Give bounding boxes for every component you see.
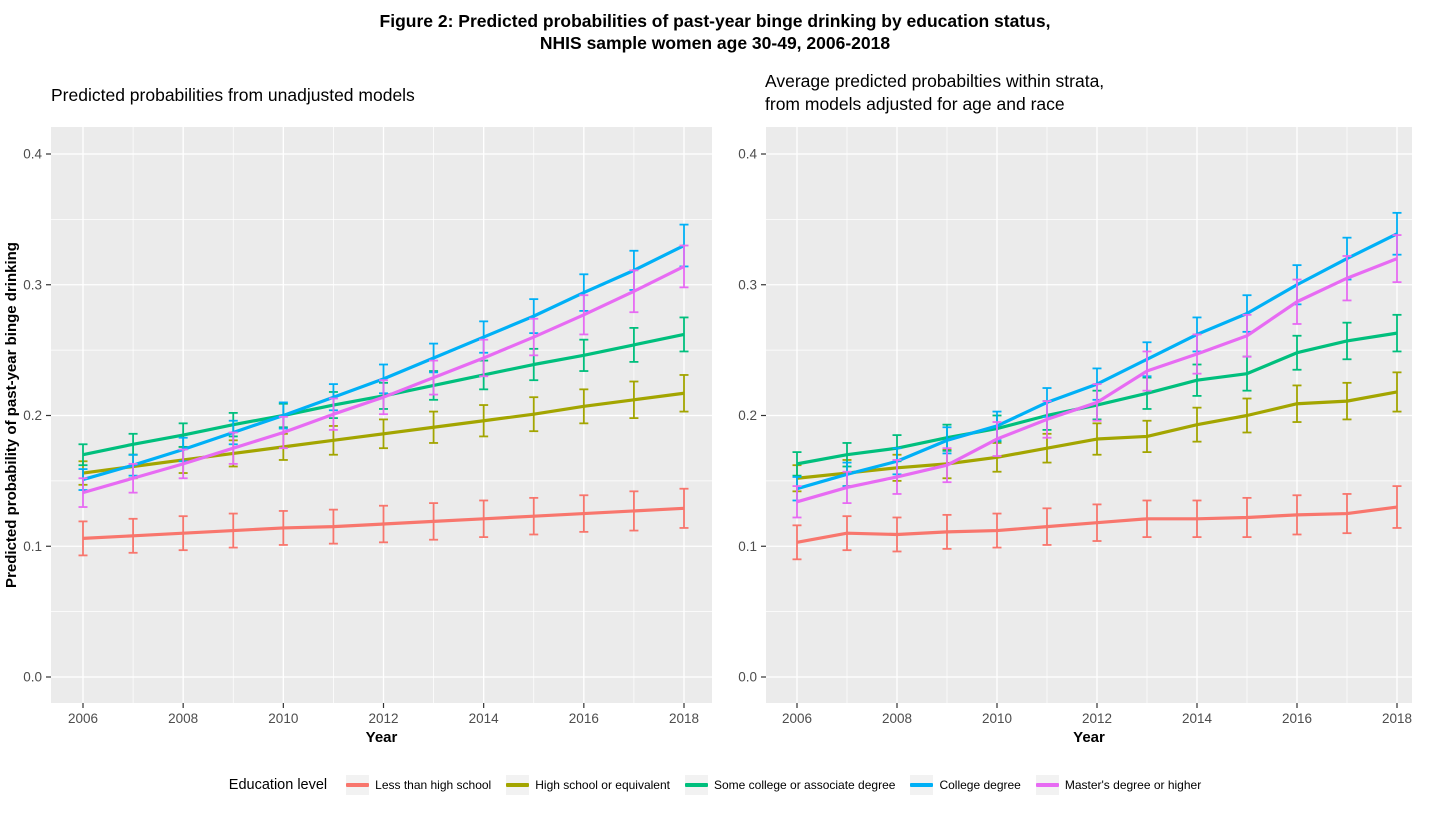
legend-item-label: Some college or associate degree	[713, 778, 896, 792]
series-line	[82, 265, 685, 495]
x-tick-label: 2012	[368, 711, 398, 726]
legend-key-line	[684, 783, 708, 787]
y-tick-label: 0.0	[738, 670, 757, 685]
x-tick-label: 2006	[68, 711, 98, 726]
y-tick-label: 0.4	[23, 147, 42, 162]
y-tick-label: 0.1	[738, 539, 757, 554]
figure-title: Figure 2: Predicted probabilities of pas…	[379, 11, 1051, 53]
right-panel-title: Average predicted probabilties within st…	[765, 71, 1105, 114]
x-tick-label: 2018	[669, 711, 699, 726]
x-tick-label: 2012	[1082, 711, 1112, 726]
legend-item-master-s-degree-or-higher: Master's degree or higher	[1035, 775, 1202, 795]
legend-key-line	[910, 783, 934, 787]
series-line	[82, 506, 685, 541]
x-tick-label: 2014	[469, 711, 500, 726]
series-line	[796, 505, 1398, 544]
x-tick-label: 2016	[1282, 711, 1312, 726]
y-tick-label: 0.3	[738, 277, 757, 292]
legend-key-line	[346, 783, 370, 787]
legend-key-swatch	[910, 775, 934, 795]
legend: Education level Less than high school Hig…	[0, 768, 1430, 802]
chart-canvas: 0.0 0.1 0.2 0.3 0.4 2006 2008 2010 2012 2014 2016 2…	[3, 127, 1412, 746]
panel-adjusted: 0.0 0.1 0.2 0.3 0.4 2006 2008 2010 2012 2014 2016 2…	[738, 127, 1412, 746]
legend-item-less-than-high-school: Less than high school	[346, 775, 491, 795]
legend-key-line	[506, 783, 530, 787]
legend-key-swatch	[1035, 775, 1059, 795]
legend-key-swatch	[506, 775, 530, 795]
legend-title: Education level	[228, 777, 328, 793]
legend-item-label: Master's degree or higher	[1064, 778, 1202, 792]
x-tick-label: 2010	[268, 711, 298, 726]
legend-key-swatch	[684, 775, 708, 795]
y-tick-label: 0.3	[23, 277, 42, 292]
legend-item-label: High school or equivalent	[535, 778, 670, 792]
x-tick-label: 2008	[882, 711, 912, 726]
x-tick-label: 2010	[982, 711, 1012, 726]
legend-item-label: College degree	[939, 778, 1021, 792]
x-tick-label: 2006	[782, 711, 812, 726]
x-tick-label: 2018	[1382, 711, 1412, 726]
x-tick-label: 2016	[569, 711, 599, 726]
panel-unadjusted: 0.0 0.1 0.2 0.3 0.4 2006 2008 2010 2012 2014 2016 2…	[23, 127, 712, 746]
y-axis-title: Predicted probability of past-year binge…	[3, 242, 20, 588]
series-less-than-high-school	[792, 485, 1402, 561]
y-tick-label: 0.2	[738, 408, 757, 423]
x-tick-label: 2014	[1182, 711, 1213, 726]
y-tick-label: 0.4	[738, 147, 757, 162]
x-axis-title: Year	[1073, 729, 1105, 746]
y-tick-label: 0.2	[23, 408, 42, 423]
y-tick-label: 0.0	[23, 670, 42, 685]
legend-key-line	[1035, 783, 1059, 787]
series-master-s-degree-or-higher	[78, 244, 689, 508]
left-panel-title: Predicted probabilities from unadjusted …	[51, 85, 415, 105]
legend-item-college-degree: College degree	[910, 775, 1021, 795]
legend-key-swatch	[346, 775, 370, 795]
x-tick-label: 2008	[168, 711, 198, 726]
x-axis-title: Year	[366, 729, 398, 746]
series-line	[796, 257, 1398, 504]
y-tick-label: 0.1	[23, 539, 42, 554]
legend-item-some-college-or-associate-degree: Some college or associate degree	[684, 775, 896, 795]
series-less-than-high-school	[78, 487, 689, 557]
series-master-s-degree-or-higher	[792, 234, 1402, 519]
legend-item-high-school-or-equivalent: High school or equivalent	[506, 775, 670, 795]
legend-item-label: Less than high school	[375, 778, 492, 792]
